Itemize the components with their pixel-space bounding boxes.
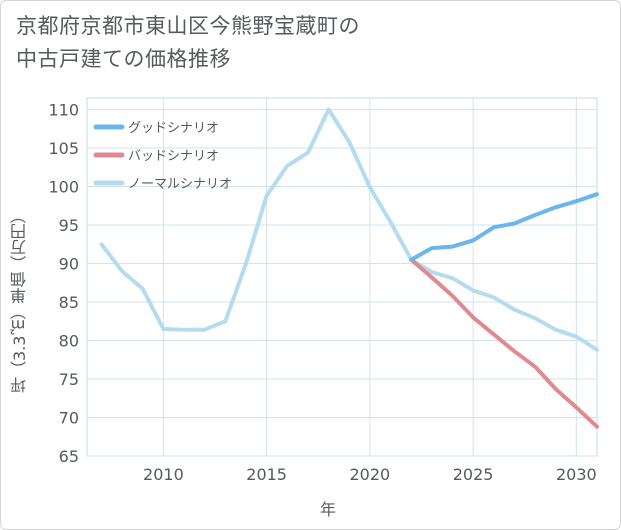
x-tick-label: 2010 xyxy=(143,465,184,484)
x-tick-label: 2025 xyxy=(453,465,494,484)
x-tick-label: 2020 xyxy=(350,465,391,484)
grid-lines xyxy=(86,97,598,457)
x-axis-label: 年 xyxy=(320,500,337,519)
chart-title: 京都府京都市東山区今熊野宝蔵町の 中古戸建ての価格推移 xyxy=(16,10,536,76)
y-tick-label: 70 xyxy=(59,409,79,428)
series-line xyxy=(409,192,599,262)
x-tick-label: 2015 xyxy=(246,465,287,484)
legend-label: ノーマルシナリオ xyxy=(128,177,232,192)
chart-title-line-1: 京都府京都市東山区今熊野宝蔵町の xyxy=(16,14,360,38)
y-tick-label: 85 xyxy=(59,293,79,312)
legend-label: グッドシナリオ xyxy=(128,121,219,136)
y-tick-label: 80 xyxy=(59,332,79,351)
y-tick-label: 110 xyxy=(48,101,79,120)
y-axis-label: 坪（3.3㎡）単価（万円） xyxy=(10,207,29,393)
y-tick-label: 100 xyxy=(48,178,79,197)
series-line xyxy=(409,257,599,429)
axes: 65 70 75 80 85 90 95 100 105 110 2010 2015 2020 2025 2… xyxy=(48,101,596,484)
series-lines xyxy=(99,107,599,429)
chart-title-line-2: 中古戸建ての価格推移 xyxy=(16,47,231,71)
y-tick-label: 65 xyxy=(59,447,79,466)
y-tick-label: 75 xyxy=(59,370,79,389)
y-tick-label: 105 xyxy=(48,139,79,158)
series-line xyxy=(99,107,599,352)
x-tick-label: 2030 xyxy=(556,465,597,484)
y-tick-label: 95 xyxy=(59,216,79,235)
y-tick-label: 90 xyxy=(59,255,79,274)
legend-label: バッドシナリオ xyxy=(128,149,219,164)
